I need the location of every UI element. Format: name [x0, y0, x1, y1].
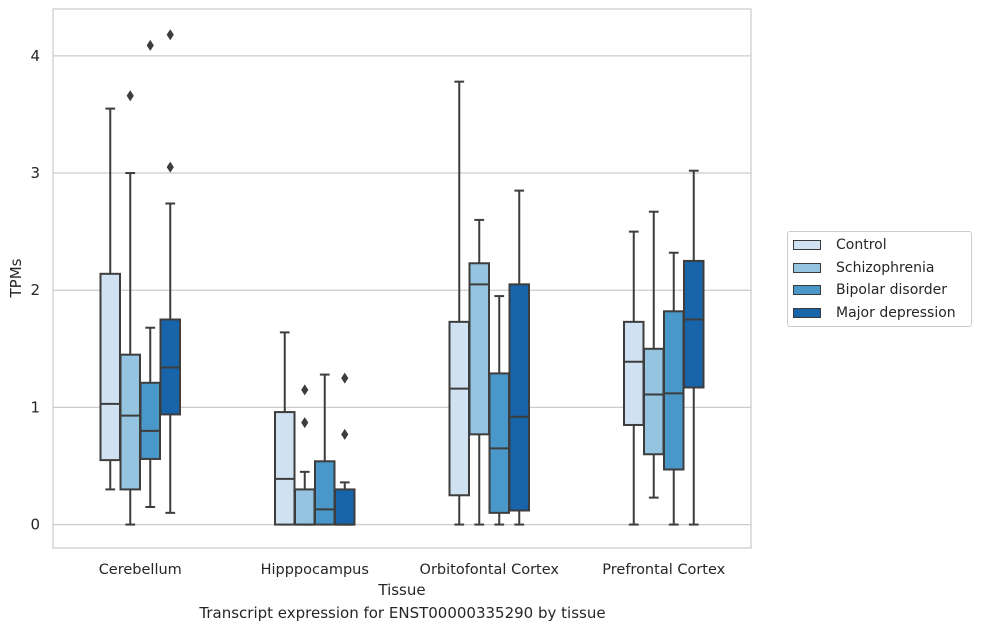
box-0-1	[119, 90, 141, 526]
box-iqr	[294, 488, 316, 526]
y-tick-labels: 0 1 2 3 4	[30, 47, 40, 534]
box-iqr	[623, 320, 645, 426]
box-iqr	[274, 411, 296, 526]
y-tick-label: 4	[30, 47, 40, 65]
y-tick-label: 0	[30, 516, 40, 534]
box-0-2	[139, 39, 161, 508]
legend-swatch	[793, 262, 821, 273]
box-iqr	[448, 320, 470, 497]
outlier-marker	[301, 384, 309, 396]
box-iqr	[508, 283, 530, 512]
box-1-2	[314, 373, 336, 526]
outlier-marker	[146, 39, 154, 51]
box-iqr	[314, 460, 336, 526]
legend-item: Schizophrenia	[793, 258, 934, 278]
x-axis-label: Tissue	[377, 581, 425, 599]
plot-area-frame	[52, 8, 752, 549]
legend-label: Major depression	[836, 304, 956, 321]
legend: Control Schizophrenia Bipolar disorder Majo…	[787, 231, 972, 327]
box-1-0	[274, 331, 296, 526]
box-2-0	[448, 80, 470, 526]
box-iqr	[663, 310, 685, 471]
y-tick-label: 3	[30, 164, 40, 182]
legend-swatch	[793, 285, 821, 295]
box-3-2	[663, 251, 685, 526]
box-iqr	[468, 262, 490, 436]
box-iqr	[488, 372, 510, 514]
box-3-1	[643, 210, 665, 499]
outlier-marker	[166, 29, 174, 41]
outlier-marker	[301, 417, 309, 429]
legend-item: Bipolar disorder	[793, 280, 947, 300]
box-iqr	[643, 347, 665, 456]
y-tick-label: 2	[30, 281, 40, 299]
legend-swatch	[793, 307, 821, 318]
x-tick-label: Orbitofontal Cortex	[420, 562, 560, 578]
legend-swatch	[793, 240, 821, 250]
y-tick-label: 1	[30, 398, 40, 416]
legend-item: Major depression	[793, 303, 956, 323]
x-tick-label: Hipppocampus	[261, 562, 369, 578]
boxes	[99, 29, 705, 526]
box-0-0	[99, 107, 121, 491]
legend-label: Schizophrenia	[836, 259, 935, 276]
legend-label: Control	[836, 237, 887, 253]
box-2-1	[468, 218, 490, 526]
box-2-3	[508, 189, 530, 526]
legend-label: Bipolar disorder	[836, 282, 948, 298]
y-axis-label: TPMs	[7, 258, 25, 298]
box-iqr	[683, 259, 705, 389]
box-3-3	[683, 169, 705, 526]
x-tick-label: Cerebellum	[99, 562, 182, 578]
x-tick-label: Prefrontal Cortex	[602, 562, 725, 578]
legend-item: Control	[793, 235, 887, 255]
x-tick-labels: Cerebellum Hipppocampus Orbitofontal Corte…	[99, 562, 726, 578]
box-3-0	[623, 230, 645, 526]
box-1-1	[294, 384, 316, 526]
box-iqr	[99, 272, 121, 462]
outlier-marker	[341, 428, 349, 440]
chart-caption: Transcript expression for ENST0000033529…	[199, 604, 606, 622]
box-iqr	[139, 381, 161, 460]
box-iqr	[119, 353, 141, 491]
box-1-3	[334, 372, 356, 526]
outlier-marker	[126, 90, 134, 102]
box-2-2	[488, 295, 510, 526]
box-iqr	[334, 488, 356, 526]
outlier-marker	[341, 372, 349, 384]
box-0-3	[159, 29, 181, 514]
outlier-marker	[166, 161, 174, 173]
